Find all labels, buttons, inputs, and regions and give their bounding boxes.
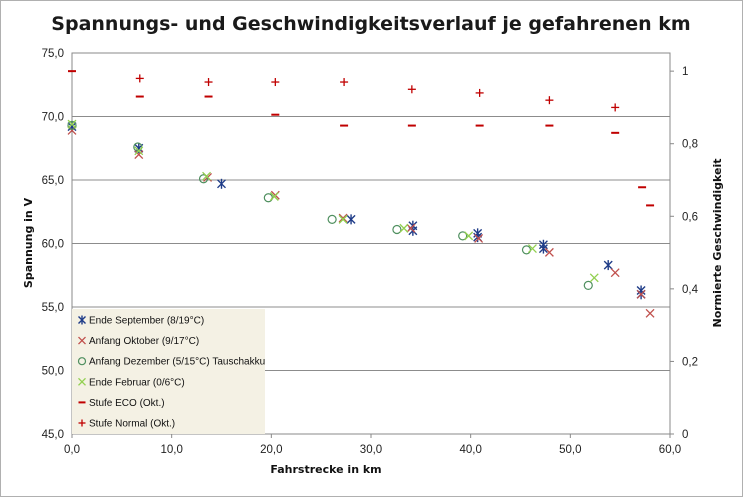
data-point-series-5 xyxy=(545,96,554,105)
data-point-series-3 xyxy=(202,171,212,181)
y-tick-label: 50,0 xyxy=(42,366,64,378)
x-tick-label: 40,0 xyxy=(459,444,481,456)
legend-box xyxy=(72,309,265,434)
legend-marker-2 xyxy=(77,357,87,366)
data-point-series-1 xyxy=(636,289,646,299)
data-point-series-3 xyxy=(269,192,279,201)
data-point-series-2 xyxy=(67,120,77,130)
y-tick-label: 60,0 xyxy=(42,239,64,251)
legend: Ende September (8/19°C) Anfang Oktober (9… xyxy=(77,315,265,430)
data-point-series-5 xyxy=(204,78,213,87)
data-point-series-3 xyxy=(338,214,348,224)
data-point-series-5 xyxy=(340,78,349,87)
data-point-series-1 xyxy=(406,223,416,233)
y-tick-label: 75,0 xyxy=(42,48,64,60)
y2-tick-label: 1 xyxy=(682,66,688,78)
data-point-series-3 xyxy=(464,231,474,241)
y2-tick-label: 0,8 xyxy=(682,139,698,151)
data-point-series-2 xyxy=(392,224,402,235)
data-point-series-5 xyxy=(271,78,280,87)
data-point-series-5 xyxy=(135,74,144,83)
data-point-series-2 xyxy=(458,231,468,241)
data-point-series-1 xyxy=(67,126,77,135)
y2-tick-label: 0 xyxy=(682,429,688,441)
x-tick-label: 30,0 xyxy=(360,444,382,456)
data-point-series-1 xyxy=(474,233,484,243)
legend-marker-5 xyxy=(78,419,86,427)
data-point-series-3 xyxy=(67,119,77,129)
y2-tick-label: 0,6 xyxy=(682,211,698,223)
legend-marker-3 xyxy=(78,377,86,386)
legend-marker-1 xyxy=(78,336,86,345)
tick-labels: 45,0 50,0 55,0 60,0 65,0 70,0 75,0 0 0,2 0,4 0,6 0,… xyxy=(42,48,699,456)
data-point-series-5 xyxy=(407,85,416,94)
legend-entry-1: Anfang Oktober (9/17°C) xyxy=(89,336,199,347)
x-tick-label: 0,0 xyxy=(64,444,80,456)
data-point-series-1 xyxy=(645,308,655,318)
data-point-series-2 xyxy=(198,174,209,184)
x-tick-label: 50,0 xyxy=(559,444,581,456)
data-point-series-1 xyxy=(610,268,620,278)
data-marks xyxy=(67,70,655,318)
data-point-series-0 xyxy=(217,178,226,189)
data-point-series-1 xyxy=(338,213,348,223)
y2-axis-label: Normierte Geschwindigkeit xyxy=(711,158,724,327)
data-point-series-2 xyxy=(327,214,337,224)
x-tick-label: 20,0 xyxy=(260,444,282,456)
x-axis-label: Fahrstrecke in km xyxy=(270,463,381,476)
legend-marker-0 xyxy=(78,315,86,325)
data-point-series-5 xyxy=(611,103,620,112)
y-tick-label: 70,0 xyxy=(42,112,64,124)
y-tick-label: 55,0 xyxy=(42,302,64,314)
legend-entry-0: Ende September (8/19°C) xyxy=(89,316,204,327)
legend-background-layer xyxy=(72,309,265,434)
legend-entry-5: Stufe Normal (Okt.) xyxy=(89,419,175,430)
data-point-series-1 xyxy=(134,150,144,160)
chart-title: Spannungs- und Geschwindigkeitsverlauf j… xyxy=(51,13,690,35)
data-point-series-3 xyxy=(399,223,409,233)
x-tick-label: 60,0 xyxy=(659,444,681,456)
y2-tick-label: 0,2 xyxy=(682,356,698,368)
legend-entry-4: Stufe ECO (Okt.) xyxy=(89,398,165,409)
y2-tick-label: 0,4 xyxy=(682,284,699,296)
y-tick-label: 65,0 xyxy=(42,175,64,187)
x-tick-label: 10,0 xyxy=(160,444,182,456)
legend-entry-3: Ende Februar (0/6°C) xyxy=(89,377,185,388)
data-point-series-0 xyxy=(603,260,613,271)
data-point-series-3 xyxy=(134,146,144,156)
data-point-series-1 xyxy=(544,247,554,257)
data-point-series-0 xyxy=(346,214,356,225)
data-point-series-2 xyxy=(583,280,593,291)
data-point-series-5 xyxy=(475,88,484,97)
data-point-series-3 xyxy=(589,273,599,283)
data-point-series-3 xyxy=(528,244,537,254)
y-tick-label: 45,0 xyxy=(42,429,64,441)
legend-entry-2: Anfang Dezember (5/15°C) Tauschakku xyxy=(89,357,265,368)
y-axis-label: Spannung in V xyxy=(22,197,35,288)
data-point-series-0 xyxy=(538,243,548,254)
